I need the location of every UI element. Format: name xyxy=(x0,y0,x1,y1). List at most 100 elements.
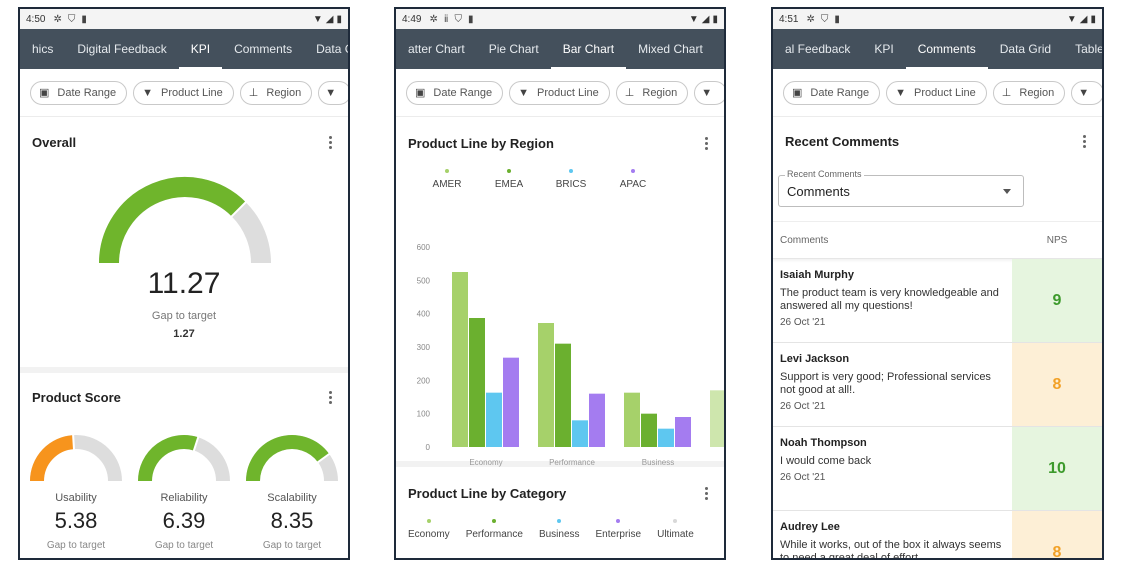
legend-item-business[interactable]: Business xyxy=(539,519,580,540)
sim-icon: ▮ xyxy=(467,13,474,25)
filter-chip-product-line[interactable]: ▼ Product Line xyxy=(886,80,987,105)
overall-card: Overall 11.27 Gap to target 1.27 xyxy=(20,117,348,373)
bar-amer-economy[interactable] xyxy=(452,272,468,447)
status-time: 4:50 xyxy=(26,13,46,25)
tab-atter-chart[interactable]: atter Chart xyxy=(408,42,465,56)
filter-chip-product-line[interactable]: ▼ Product Line xyxy=(133,80,234,105)
status-bar: 4:50 ✲ ⛉ ▮ ▼ ◢ ▮ xyxy=(20,9,348,29)
bar-apac-economy[interactable] xyxy=(503,357,519,447)
reliability-gauge-arc xyxy=(138,435,230,482)
tab-comments[interactable]: Comments xyxy=(234,42,293,56)
tab-kpi[interactable]: KPI xyxy=(874,42,894,56)
dropdown-caret-icon xyxy=(1003,189,1011,194)
legend-item-amer[interactable]: AMER xyxy=(416,169,478,190)
bar-emea-performance[interactable] xyxy=(555,343,571,447)
bar-amer-performance[interactable] xyxy=(538,323,554,447)
bar-amer-next-category-partial[interactable] xyxy=(710,390,724,447)
shield-icon: ⛉ xyxy=(67,13,76,25)
comments-table-body: Isaiah Murphy The product team is very kn… xyxy=(773,259,1102,558)
comments-select-value: Comments xyxy=(787,183,850,199)
table-row[interactable]: Isaiah Murphy The product team is very kn… xyxy=(773,259,1102,343)
legend-item-apac[interactable]: APAC xyxy=(602,169,664,190)
filter-chip-label: Product Line xyxy=(537,86,599,99)
more-options-icon[interactable] xyxy=(701,133,712,154)
filter-chip-region[interactable]: ⊥ Region xyxy=(992,80,1066,105)
product-score-title: Product Score xyxy=(32,389,121,405)
tab-hics[interactable]: hics xyxy=(32,42,54,56)
comments-select[interactable]: Recent Comments Comments xyxy=(778,169,1024,207)
status-bar: 4:49 ✲ ⅱ ⛉ ▮ ▼ ◢ ▮ xyxy=(396,9,724,29)
more-options-icon[interactable] xyxy=(325,132,336,153)
tab-table[interactable]: Table xyxy=(1075,42,1102,56)
tab-pie-chart[interactable]: Pie Chart xyxy=(488,42,539,56)
nps-score: 9 xyxy=(1012,259,1102,342)
bar-apac-performance[interactable] xyxy=(589,393,605,447)
bar-chart-title: Product Line by Region xyxy=(408,135,554,151)
scalability-gauge-fill xyxy=(246,435,330,482)
usability-label: Usability xyxy=(55,492,97,504)
bar-apac-business[interactable] xyxy=(675,417,691,447)
filter-chip-date-range[interactable]: ▣ Date Range xyxy=(406,80,504,105)
legend-item-emea[interactable]: EMEA xyxy=(478,169,540,190)
x-tick-label: Business xyxy=(642,458,674,467)
shield-icon: ⛉ xyxy=(454,13,462,25)
tab-line-ch[interactable]: Line Ch xyxy=(715,29,724,69)
table-row[interactable]: Noah Thompson I would come back 26 Oct '21… xyxy=(773,427,1102,511)
legend-item-performance[interactable]: Performance xyxy=(466,519,523,540)
legend-item-brics[interactable]: BRICS xyxy=(540,169,602,190)
table-row[interactable]: Audrey Lee While it works, out of the box… xyxy=(773,511,1102,558)
comment-cell: Noah Thompson I would come back 26 Oct '21 xyxy=(773,427,1012,510)
shield-icon: ⛉ xyxy=(820,13,829,25)
tab-data-grid[interactable]: Data Grid xyxy=(316,42,348,56)
y-tick-label: 400 xyxy=(417,310,431,319)
filter-chip-more[interactable]: ▼ xyxy=(694,80,724,105)
y-tick-label: 300 xyxy=(417,343,431,352)
filter-chip-more[interactable]: ▼ xyxy=(318,80,348,105)
filter-chip-date-range[interactable]: ▣ Date Range xyxy=(30,80,128,105)
usability-gauge-arc xyxy=(30,434,122,482)
bar-emea-business[interactable] xyxy=(641,413,657,447)
bar-brics-economy[interactable] xyxy=(486,392,502,447)
legend-dot xyxy=(426,519,431,523)
filter-chip-date-range[interactable]: ▣ Date Range xyxy=(783,80,881,105)
tab-mixed-chart[interactable]: Mixed Chart xyxy=(638,42,703,56)
more-options-icon[interactable] xyxy=(325,387,336,408)
column-header-nps[interactable]: NPS xyxy=(1046,234,1068,246)
bar-brics-business[interactable] xyxy=(658,428,674,447)
tab-kpi[interactable]: KPI xyxy=(178,29,223,69)
status-time: 4:49 xyxy=(402,13,422,25)
sim-icon: ▮ xyxy=(81,13,87,25)
legend-item-economy[interactable]: Economy xyxy=(408,519,450,540)
filter-chip-region[interactable]: ⊥ Region xyxy=(615,80,689,105)
filter-chip-more[interactable]: ▼ xyxy=(1071,80,1102,105)
comment-date: 26 Oct '21 xyxy=(780,317,826,328)
legend-item-ultimate[interactable]: Ultimate xyxy=(657,519,694,540)
tab-data-grid[interactable]: Data Grid xyxy=(999,42,1052,56)
tab-comments[interactable]: Comments xyxy=(905,29,988,69)
filter-chip-label: Region xyxy=(642,86,678,99)
bar-emea-economy[interactable] xyxy=(469,318,485,447)
phone-kpi-screen: 4:50 ✲ ⛉ ▮ ▼ ◢ ▮ hics Digital Feedback KPI… xyxy=(18,7,350,560)
status-bar: 4:51 ✲ ⛉ ▮ ▼ ◢ ▮ xyxy=(773,9,1102,29)
comment-cell: Levi Jackson Support is very good; Profes… xyxy=(773,343,1012,426)
comment-date: 26 Oct '21 xyxy=(780,401,826,412)
overall-gauge-fill xyxy=(99,177,246,264)
filter-chip-region[interactable]: ⊥ Region xyxy=(239,80,313,105)
legend-item-enterprise[interactable]: Enterprise xyxy=(596,519,641,540)
calendar-icon: ▣ xyxy=(792,87,803,99)
filter-chip-product-line[interactable]: ▼ Product Line xyxy=(509,80,610,105)
table-row[interactable]: Levi Jackson Support is very good; Profes… xyxy=(773,343,1102,427)
tab-al-feedback[interactable]: al Feedback xyxy=(785,42,851,56)
usability-value: 5.38 xyxy=(54,508,98,533)
more-options-icon[interactable] xyxy=(701,483,712,504)
tab-bar-chart[interactable]: Bar Chart xyxy=(550,29,627,69)
signal-icon: ◢ xyxy=(1079,13,1088,25)
filter-icon: ▼ xyxy=(518,86,530,99)
bar-brics-performance[interactable] xyxy=(572,420,588,447)
bar-amer-business[interactable] xyxy=(624,392,640,447)
tab-digital-feedback[interactable]: Digital Feedback xyxy=(77,42,167,56)
column-header-comments[interactable]: Comments xyxy=(780,234,829,246)
tab-bar: atter Chart Pie Chart Bar Chart Mixed Chart… xyxy=(396,29,724,69)
more-options-icon[interactable] xyxy=(1079,131,1090,152)
y-tick-label: 200 xyxy=(417,376,431,385)
